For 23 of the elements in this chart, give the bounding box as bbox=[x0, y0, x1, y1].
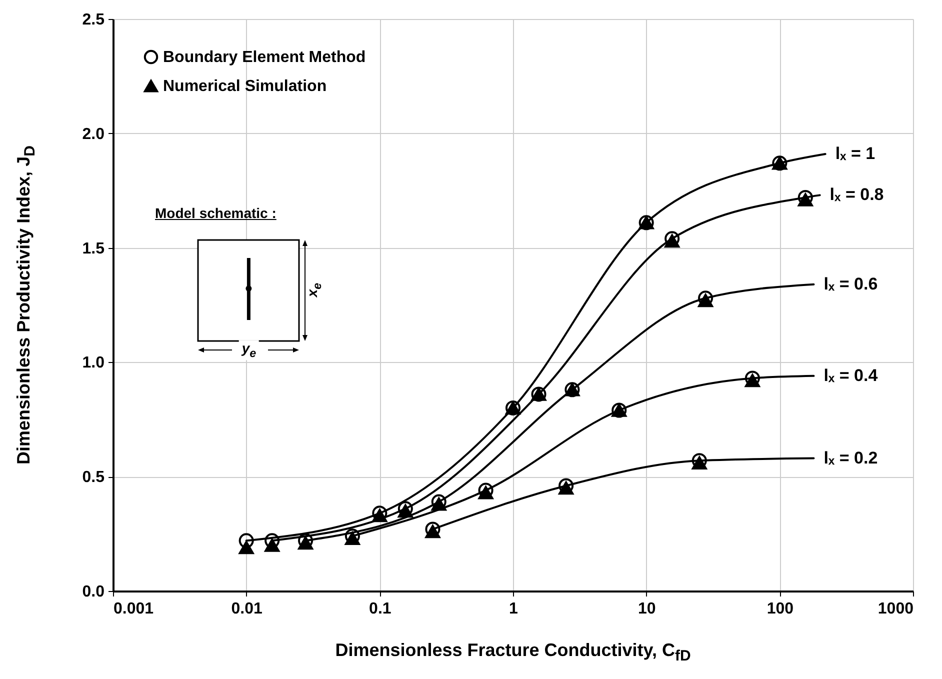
series-label: lₓ = 0.2 bbox=[824, 448, 878, 468]
series-label: lₓ = 1 bbox=[835, 144, 876, 163]
x-tick-label: 0.01 bbox=[231, 600, 263, 618]
x-tick-label: 10 bbox=[638, 600, 656, 618]
x-tick-label: 0.001 bbox=[114, 600, 154, 618]
legend-label: Boundary Element Method bbox=[163, 49, 366, 66]
y-tick-label: 1.0 bbox=[82, 354, 105, 372]
annotation: y$_{e}$ bbox=[238, 340, 260, 360]
series-label: lₓ = 0.4 bbox=[824, 366, 878, 385]
y-tick-label: 0.5 bbox=[82, 469, 105, 486]
x-axis-title: Dimensionless Fracture Conductivity, C$_{fD}$ bbox=[335, 640, 691, 665]
x-tick-label: 1000 bbox=[878, 600, 914, 618]
y-tick-label: 2.5 bbox=[82, 12, 105, 28]
series-label: lₓ = 0.6 bbox=[824, 274, 878, 294]
legend-label: Numerical Simulation bbox=[163, 78, 327, 95]
annotation: Model schematic : bbox=[155, 205, 276, 221]
x-tick-label: 100 bbox=[766, 600, 794, 618]
series-label: lₓ = 0.8 bbox=[830, 185, 884, 204]
x-tick-label: 0.1 bbox=[369, 600, 392, 618]
x-tick-label: 1 bbox=[509, 600, 518, 618]
y-tick-label: 2.0 bbox=[82, 126, 105, 143]
y-tick-label: 1.5 bbox=[82, 240, 105, 258]
y-tick-label: 0.0 bbox=[82, 584, 105, 600]
